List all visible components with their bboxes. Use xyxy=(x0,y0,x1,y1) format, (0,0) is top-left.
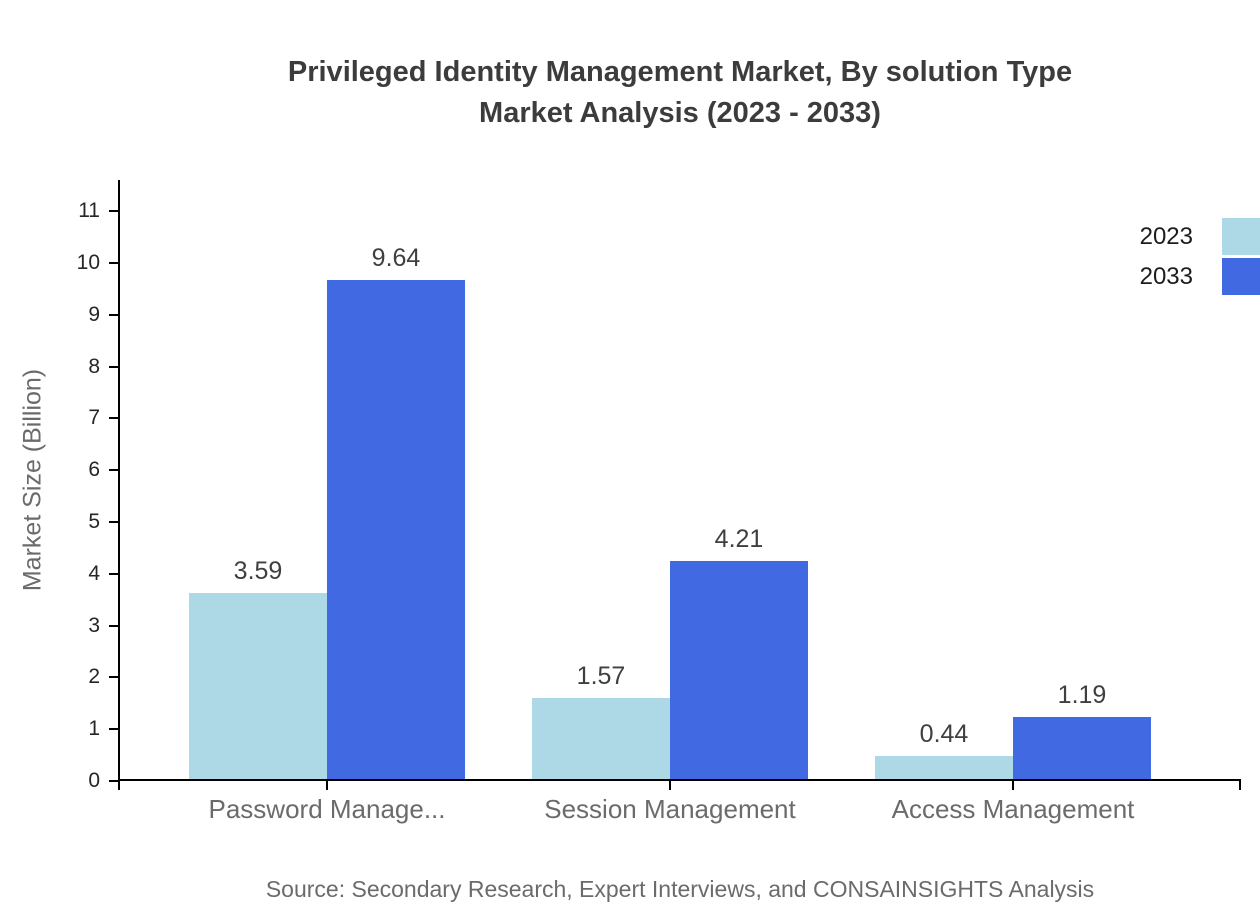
y-tick-7 xyxy=(109,417,118,420)
x-tick-axis-end xyxy=(1239,781,1241,790)
y-tick-1 xyxy=(109,728,118,731)
plot-area: 0 1 2 3 4 5 6 7 8 9 10 11 3.59 9.64 Password Manage...… xyxy=(77,180,1241,824)
legend-item-2023: 2023 xyxy=(1140,218,1260,255)
bar-2023-category-2 xyxy=(875,756,1013,779)
chart-title-line1: Privileged Identity Management Market, B… xyxy=(287,56,1073,88)
value-label-2033-category-2: 1.19 xyxy=(1057,681,1107,710)
y-tick-label-7: 7 xyxy=(88,406,100,430)
legend-label-2033: 2033 xyxy=(1139,262,1193,290)
category-label-2: Access Management xyxy=(891,794,1135,824)
value-label-2033-category-1: 4.21 xyxy=(714,524,764,553)
y-tick-3 xyxy=(109,624,118,627)
value-label-2023-category-2: 0.44 xyxy=(919,720,969,749)
legend: 2023 2033 xyxy=(1140,218,1260,298)
y-tick-label-8: 8 xyxy=(88,354,100,378)
value-label-2023-category-1: 1.57 xyxy=(576,661,626,690)
y-tick-label-10: 10 xyxy=(76,251,100,274)
y-tick-4 xyxy=(109,572,118,575)
y-tick-9 xyxy=(109,313,118,316)
bar-2033-category-0 xyxy=(327,279,465,779)
chart-title: Privileged Identity Management Market, B… xyxy=(120,52,1240,134)
value-label-2023-category-0: 3.59 xyxy=(233,557,283,586)
y-axis-line xyxy=(118,180,120,790)
x-tick-category-2 xyxy=(1012,781,1014,790)
y-tick-label-1: 1 xyxy=(88,717,100,741)
x-tick-category-0 xyxy=(326,781,328,790)
y-tick-2 xyxy=(109,676,118,679)
bar-2033-category-1 xyxy=(670,560,808,779)
value-label-2033-category-0: 9.64 xyxy=(371,243,421,272)
y-tick-5 xyxy=(109,521,118,523)
y-tick-8 xyxy=(109,365,118,368)
legend-swatch-2023 xyxy=(1222,218,1260,255)
bar-2033-category-2 xyxy=(1013,717,1151,779)
y-tick-11 xyxy=(109,210,118,213)
y-tick-10 xyxy=(109,262,118,264)
y-tick-label-6: 6 xyxy=(88,458,100,482)
bar-2023-category-0 xyxy=(189,593,327,779)
x-axis-line xyxy=(118,779,1241,781)
source-attribution: Source: Secondary Research, Expert Inter… xyxy=(265,876,1095,902)
category-label-1: Session Management xyxy=(544,794,796,824)
y-tick-6 xyxy=(109,469,118,472)
legend-label-2023: 2023 xyxy=(1139,222,1193,250)
legend-swatch-2033 xyxy=(1222,258,1260,295)
chart-title-line2: Market Analysis (2023 - 2033) xyxy=(479,97,881,129)
y-tick-label-11: 11 xyxy=(78,199,100,223)
x-tick-category-1 xyxy=(669,781,671,790)
y-tick-label-3: 3 xyxy=(88,613,100,637)
y-tick-label-4: 4 xyxy=(88,561,100,585)
bar-2023-category-1 xyxy=(532,697,670,779)
y-tick-label-2: 2 xyxy=(88,665,100,689)
category-label-0: Password Manage... xyxy=(208,794,446,824)
y-tick-label-5: 5 xyxy=(88,510,100,533)
y-tick-0 xyxy=(109,780,118,782)
y-tick-label-9: 9 xyxy=(88,302,100,326)
y-tick-label-0: 0 xyxy=(88,769,100,792)
legend-item-2033: 2033 xyxy=(1140,258,1260,295)
